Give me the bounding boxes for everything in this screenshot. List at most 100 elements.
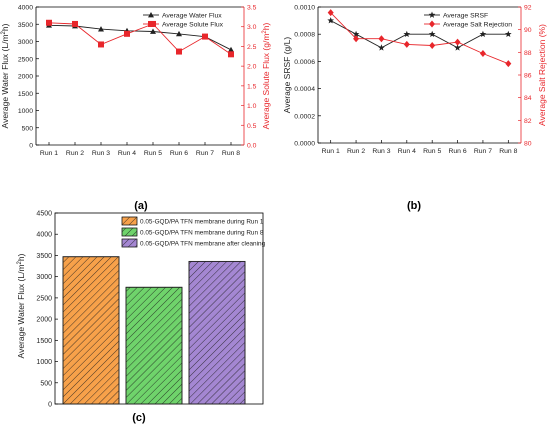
data-point <box>98 41 104 48</box>
series-line <box>330 12 509 65</box>
right-tick-label: 84 <box>524 95 532 102</box>
data-point <box>479 30 487 38</box>
data-point <box>504 30 512 38</box>
x-tick-label: Run 5 <box>423 148 441 155</box>
right-tick-label: 82 <box>524 118 532 125</box>
panel-b-caption: (b) <box>407 200 421 212</box>
data-point <box>352 30 360 38</box>
data-point <box>505 60 512 68</box>
left-tick-label: 4000 <box>18 5 33 12</box>
legend-label: Average SRSF <box>443 13 488 20</box>
left-tick-label: 0 <box>29 143 33 150</box>
right-tick-label: 0.5 <box>247 123 257 130</box>
legend-label: 0.05-GQD/PA TFN membrane after cleaning <box>140 241 266 248</box>
legend-label: Average Salt Rejection <box>443 22 512 29</box>
x-tick-label: Run 3 <box>92 150 110 157</box>
y-tick-label: 1500 <box>36 338 52 345</box>
x-tick-label: Run 2 <box>66 150 84 157</box>
legend-swatch-hatch <box>121 227 138 237</box>
panel-a-caption: (a) <box>134 200 148 212</box>
left-tick-label: 3000 <box>18 39 33 46</box>
panel-c-caption: (c) <box>132 412 146 424</box>
x-tick-label: Run 6 <box>170 150 188 157</box>
right-tick-label: 92 <box>524 5 532 12</box>
left-tick-label: 1000 <box>18 108 33 115</box>
data-point <box>378 35 385 43</box>
y-tick-label: 0 <box>48 402 52 409</box>
data-point <box>228 51 234 58</box>
right-tick-label: 0.0 <box>247 143 257 150</box>
y-axis-right-title: Average Solute Flux (g/m2h) <box>261 23 271 130</box>
data-point <box>98 26 104 32</box>
legend-marker <box>148 21 154 27</box>
legend-label: Average Water Flux <box>162 13 222 20</box>
legend-swatch-hatch <box>121 238 138 248</box>
left-tick-label: 0.0002 <box>294 113 315 120</box>
y-axis-right-title: Average Salt Rejection (%) <box>537 24 547 126</box>
bar-hatch <box>188 260 246 405</box>
x-tick-label: Run 4 <box>398 148 416 155</box>
right-tick-label: 2.0 <box>247 64 257 71</box>
x-tick-label: Run 8 <box>222 150 240 157</box>
left-tick-label: 0.0008 <box>294 32 315 39</box>
data-point <box>46 19 52 26</box>
x-tick-label: Run 4 <box>118 150 136 157</box>
x-tick-label: Run 2 <box>347 148 365 155</box>
data-point <box>176 48 182 55</box>
left-tick-label: 2500 <box>18 56 33 63</box>
legend-label: 0.05-GQD/PA TFN membrane during Run 1 <box>140 219 264 226</box>
data-point <box>428 30 436 38</box>
y-tick-label: 1000 <box>36 359 52 366</box>
left-tick-label: 500 <box>22 125 34 132</box>
left-tick-label: 3500 <box>18 22 33 29</box>
y-tick-label: 4500 <box>36 211 52 218</box>
right-tick-label: 3.5 <box>247 5 257 12</box>
y-tick-label: 4000 <box>36 232 52 239</box>
data-point <box>124 30 130 37</box>
data-point <box>202 33 208 40</box>
series-line <box>48 24 232 51</box>
series-line <box>330 20 509 49</box>
data-point <box>403 40 410 48</box>
data-point <box>378 44 385 51</box>
legend-label: Average Solute Flux <box>162 22 224 29</box>
left-tick-label: 0.0010 <box>294 5 315 12</box>
x-tick-label: Run 8 <box>499 148 517 155</box>
x-tick-label: Run 7 <box>474 148 492 155</box>
left-tick-label: 0.0000 <box>294 141 315 148</box>
data-point <box>327 17 335 24</box>
data-point <box>403 30 411 38</box>
data-point <box>176 30 182 37</box>
x-tick-label: Run 7 <box>196 150 214 157</box>
right-tick-label: 88 <box>524 50 532 57</box>
x-tick-label: Run 1 <box>40 150 58 157</box>
x-tick-label: Run 1 <box>322 148 340 155</box>
data-point <box>228 46 234 53</box>
right-tick-label: 86 <box>524 73 532 80</box>
legend-label: 0.05-GQD/PA TFN membrane during Run 8 <box>140 230 264 237</box>
x-tick-label: Run 3 <box>372 148 390 155</box>
legend-marker <box>429 20 435 28</box>
y-tick-label: 2000 <box>36 317 52 324</box>
bar-hatch <box>125 286 183 405</box>
series-line <box>48 22 232 55</box>
data-point <box>327 9 334 17</box>
data-point <box>429 42 436 50</box>
panel-c-chart: 0 500 1000 1500 2000 2500 3000 3500 4000 4500 0.05… <box>16 211 266 409</box>
left-tick-label: 0.0004 <box>294 86 315 93</box>
right-tick-label: 3.0 <box>247 24 257 31</box>
data-point <box>353 35 360 43</box>
data-point <box>454 44 461 51</box>
left-tick-label: 0.0006 <box>294 59 315 66</box>
y-tick-label: 500 <box>40 380 52 387</box>
legend-swatch-hatch <box>121 216 138 226</box>
y-tick-label: 3000 <box>36 274 52 281</box>
legend-marker <box>148 12 154 18</box>
y-tick-label: 2500 <box>36 295 52 302</box>
bar-hatch <box>62 256 120 405</box>
y-tick-label: 3500 <box>36 253 52 260</box>
y-axis-left-title: Average Water Flux (L/m2h) <box>0 23 10 128</box>
left-tick-label: 1500 <box>18 91 33 98</box>
right-tick-label: 1.0 <box>247 103 257 110</box>
